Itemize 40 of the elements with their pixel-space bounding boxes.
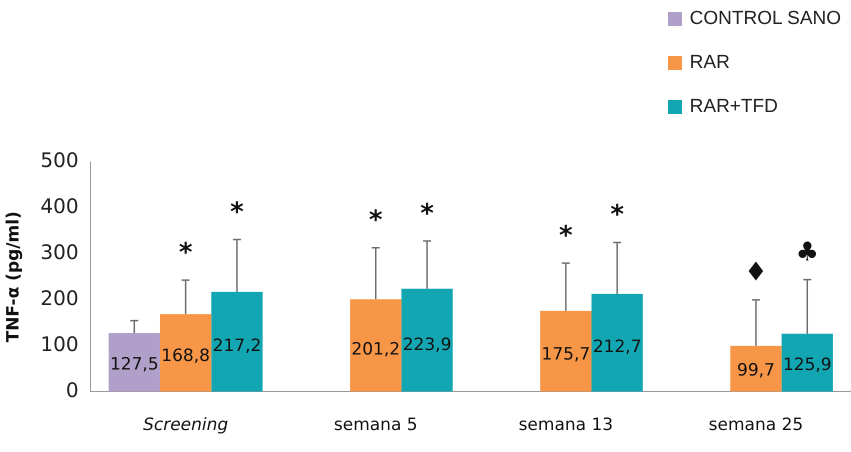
annotation: ♦ (744, 258, 768, 288)
data-label: 175,7 (542, 344, 590, 365)
annotation: * (420, 198, 434, 229)
data-label: 223,9 (402, 334, 452, 355)
data-label: 217,2 (212, 336, 262, 356)
data-label: 99,7 (737, 360, 775, 380)
bar (350, 299, 402, 392)
annotation: * (368, 206, 383, 236)
y-tick-label: 100 (40, 332, 79, 356)
annotation: * (230, 197, 244, 228)
y-axis-title: TNF-α (pg/ml) (4, 211, 24, 342)
y-tick-label: 300 (40, 240, 79, 264)
legend-label: RAR+TFD (690, 96, 778, 118)
y-tick-label: 500 (40, 148, 79, 172)
annotation: * (610, 200, 624, 230)
bar (592, 294, 643, 392)
data-label: 127,5 (110, 354, 159, 375)
y-tick-label: 400 (40, 194, 79, 218)
x-tick-label: semana 5 (334, 415, 418, 436)
y-tick-label: 0 (66, 378, 79, 402)
bar (108, 333, 160, 392)
annotation: * (178, 238, 193, 268)
data-label: 212,7 (592, 337, 642, 358)
bar (401, 288, 453, 392)
x-tick-label: semana 25 (708, 415, 804, 436)
data-label: 201,2 (351, 339, 400, 360)
y-tick-label: 200 (40, 286, 79, 310)
annotation: ♣ (796, 237, 819, 268)
data-label: 125,9 (782, 355, 832, 376)
x-tick-label: Screening (143, 415, 228, 436)
data-label: 168,8 (161, 346, 210, 366)
legend-label: CONTROL SANO (690, 8, 841, 30)
bar (160, 314, 212, 392)
legend-label: RAR (690, 52, 730, 74)
bar (730, 346, 782, 392)
bar (211, 292, 263, 392)
x-tick-label: semana 13 (518, 415, 614, 436)
annotation: * (559, 220, 574, 251)
bar (540, 310, 592, 392)
bar (782, 334, 833, 392)
